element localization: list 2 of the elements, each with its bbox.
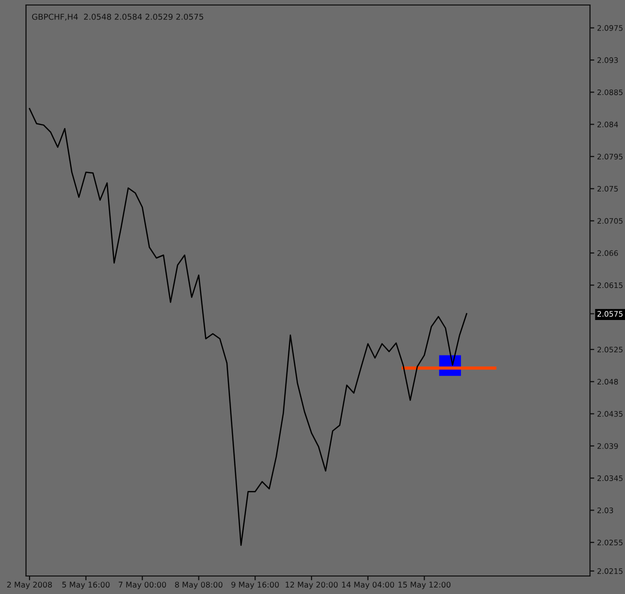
line-series <box>28 108 468 546</box>
text: GBPCHF,H4 2.0548 2.0584 2.0529 2.0575 <box>32 14 204 21</box>
